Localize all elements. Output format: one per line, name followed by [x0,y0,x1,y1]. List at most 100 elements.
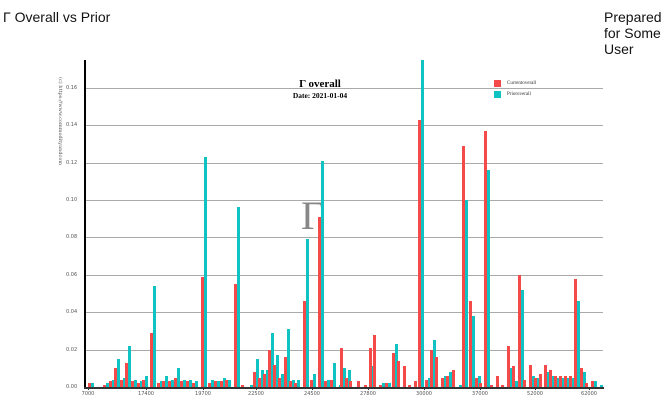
bar-prior [547,372,550,387]
bar-current [125,362,128,387]
gridline [86,274,603,276]
legend-label-prior: Prioroverall [507,92,531,97]
bar-prior [281,373,284,387]
bar-prior [123,377,126,387]
bar-prior [557,377,560,387]
x-tick-mark [312,387,313,390]
bar-current [278,377,281,387]
gridline [86,162,603,164]
bar-prior [256,358,259,387]
x-tick-label: 62000 [581,391,597,397]
y-tick-label: 0.06 [66,271,78,278]
x-tick-mark [368,387,369,390]
bar-prior [140,381,143,387]
bar-current [162,381,165,387]
bar-current [523,379,526,387]
bar-prior [217,381,220,387]
x-tick-label: 22500 [248,391,264,397]
x-tick-mark [535,387,536,390]
bar-current [441,377,444,387]
bar-current [268,349,271,387]
bar-current [284,357,287,387]
y-tick-label: 0.14 [66,122,78,129]
bar-prior [145,375,148,387]
bar-prior [594,381,597,387]
bar-prior [228,379,231,387]
y-axis [84,60,86,388]
bar-prior [382,383,385,387]
bar-prior [204,156,207,387]
bar-current [330,379,333,387]
bar-prior [327,379,330,387]
bar-current [554,375,557,387]
bar-prior [271,332,274,387]
bar-prior [128,345,131,387]
bar-current [88,383,91,387]
bar-current [559,375,562,387]
bar-prior [195,381,198,387]
legend: Currentoverall Prioroverall [494,78,536,100]
bar-current [225,379,228,387]
bar-prior [572,377,575,387]
x-tick-mark [256,387,257,390]
bar-prior [487,170,490,387]
bar-current [142,379,145,387]
x-tick-label: 19700 [195,391,211,397]
bar-current [418,119,421,387]
bar-current [385,383,388,387]
bar-current [469,300,472,387]
bar-current [585,383,588,387]
bar-current [490,385,493,387]
prepared-for-label: Prepared for Some User [604,9,662,57]
legend-item-prior: Prioroverall [494,89,536,100]
bar-current [364,385,367,387]
y-tick-label: 0.00 [66,384,78,390]
bar-current [475,377,478,387]
bar-prior [189,379,192,387]
bar-current [180,381,183,387]
bar-current [430,349,433,387]
bar-current [403,366,406,387]
bar-prior [313,373,316,387]
bar-current [120,379,123,387]
bar-current [294,383,297,387]
bar-current [131,381,134,387]
bar-current [201,276,204,387]
chart-date: Date: 2021-01-04 [292,91,348,100]
bar-current [241,385,244,387]
bar-prior [552,375,555,387]
bar-current [324,381,327,387]
x-tick-label: 7000 [81,391,95,397]
bar-current [345,377,348,387]
bar-current [220,381,223,387]
bar-current [208,383,211,387]
bar-prior [112,379,115,387]
x-tick-mark [203,387,204,390]
bar-current [157,383,160,387]
bar-current [496,375,499,387]
bar-prior [297,379,300,387]
legend-swatch-prior [494,91,501,98]
x-tick-mark [146,387,147,390]
bar-current [425,379,428,387]
bar-current [580,368,583,387]
bar-current [539,373,542,387]
bar-prior [428,377,431,387]
gridline [86,237,603,239]
bar-current [373,334,376,387]
chart-title: Γ overall [299,78,341,90]
bar-current [168,381,171,387]
y-tick-label: 0.12 [66,159,78,166]
bar-current [263,373,266,387]
bar-prior [117,358,120,387]
bar-current [591,381,594,387]
bar-prior [237,207,240,387]
bar-current [484,130,487,387]
x-tick-mark [88,387,89,390]
bar-prior [287,329,290,387]
bar-current [408,385,411,387]
bar-current [501,385,504,387]
bar-prior [134,379,137,387]
bar-prior [478,375,481,387]
